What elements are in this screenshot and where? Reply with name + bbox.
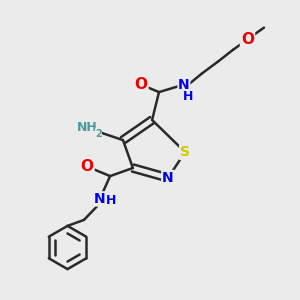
Text: S: S <box>180 145 190 159</box>
Text: H: H <box>106 194 116 208</box>
Text: N: N <box>94 192 106 206</box>
Text: NH: NH <box>76 121 98 134</box>
Text: N: N <box>162 171 174 185</box>
Text: O: O <box>80 159 94 174</box>
Text: H: H <box>183 90 194 103</box>
Text: O: O <box>241 32 254 47</box>
Text: O: O <box>134 77 148 92</box>
Text: 2: 2 <box>95 128 102 139</box>
Text: N: N <box>178 78 190 92</box>
